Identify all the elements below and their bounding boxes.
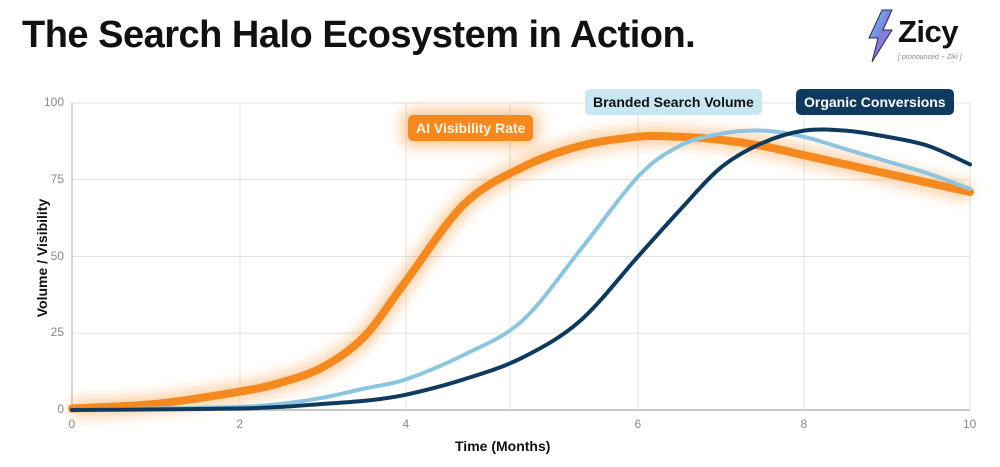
organic-conversions-line <box>70 127 972 412</box>
chart-grid <box>71 102 971 411</box>
x-tick-label: 8 <box>800 417 808 431</box>
page-title: The Search Halo Ecosystem in Action. <box>22 14 696 56</box>
chart-lines <box>68 125 974 419</box>
y-tick-label: 0 <box>57 402 64 416</box>
legend-organic-conversions: Organic Conversions <box>796 89 954 115</box>
y-tick-label: 25 <box>50 325 64 340</box>
x-tick-label: 2 <box>236 417 244 431</box>
y-tick-label: 100 <box>43 95 64 109</box>
x-tick-label: 4 <box>402 417 410 431</box>
ai-visibility-line <box>68 131 974 413</box>
logo-pronunciation: [ pronounced ~ Ziki ] <box>898 54 962 61</box>
legend-ai-visibility-rate: AI Visibility Rate <box>408 115 534 141</box>
legend-branded-search-volume: Branded Search Volume <box>585 89 762 115</box>
lightning-bolt-icon <box>868 9 893 63</box>
branded-search-line <box>70 128 972 412</box>
x-tick-label: 6 <box>634 417 642 431</box>
x-tick-label: 0 <box>68 417 76 431</box>
zicy-logo: Zicy [ pronounced ~ Ziki ] <box>866 8 986 68</box>
logo-wordmark: Zicy <box>898 14 959 49</box>
x-axis-label: Time (Months) <box>455 438 551 454</box>
x-tick-label: 10 <box>963 417 977 431</box>
y-tick-label: 50 <box>50 248 64 263</box>
y-axis-label: Volume / Visibility <box>34 198 50 318</box>
y-tick-label: 75 <box>50 171 64 186</box>
